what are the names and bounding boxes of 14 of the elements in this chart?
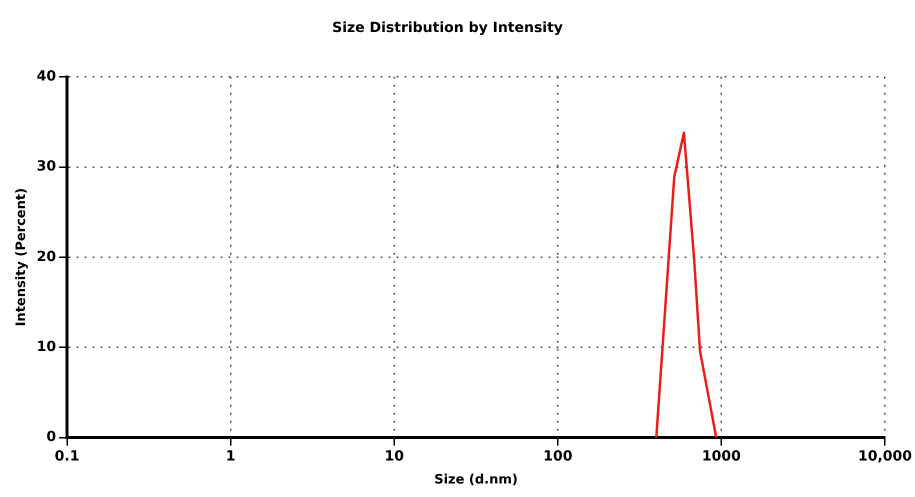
x-tick-label: 10 (384, 448, 404, 465)
y-tick-label: 10 (36, 339, 56, 356)
x-tick-label: 0.1 (54, 448, 80, 465)
x-tick-label: 10,000 (858, 448, 912, 465)
y-tick-label: 0 (46, 429, 56, 446)
x-tick-label: 100 (543, 448, 573, 465)
x-tick-label: 1 (226, 448, 236, 465)
y-axis-title: Intensity (Percent) (14, 188, 30, 326)
x-axis-title: Size (d.nm) (434, 472, 518, 488)
x-tick-label: 1000 (702, 448, 742, 465)
y-tick-label: 20 (36, 248, 56, 265)
y-tick-label: 40 (36, 68, 56, 84)
y-tick-label: 30 (36, 158, 56, 175)
chart-title: Size Distribution by Intensity (332, 20, 563, 36)
